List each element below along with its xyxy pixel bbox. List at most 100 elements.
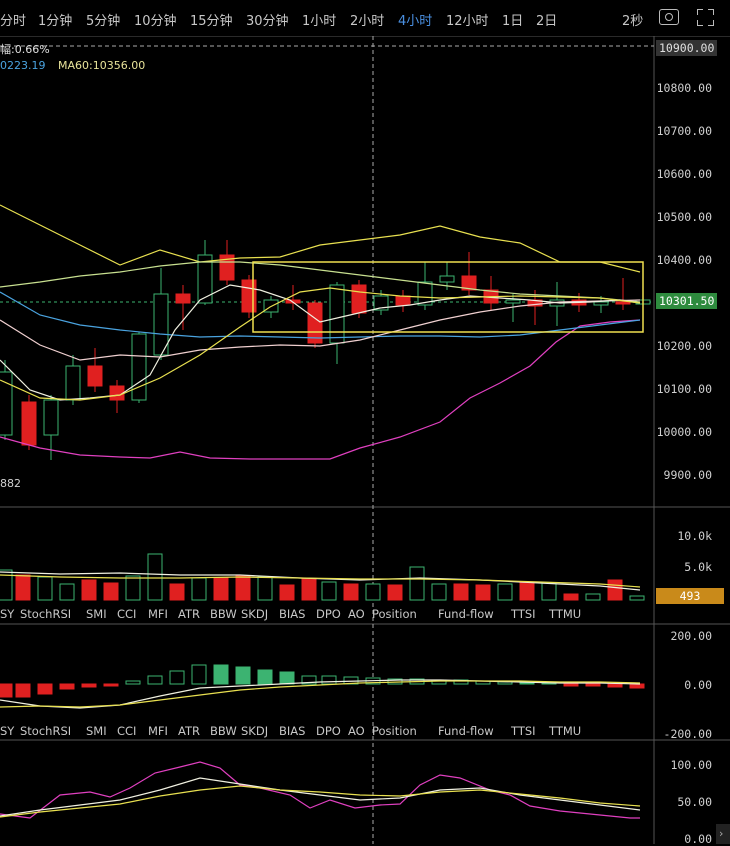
range-box <box>252 261 644 333</box>
current-volume-tag: 493 <box>656 588 724 604</box>
timeframe-tab-7[interactable]: 2小时 <box>350 14 385 29</box>
fullscreen-icon[interactable] <box>697 9 714 26</box>
indicator-tab-smi[interactable]: SMI <box>86 724 107 738</box>
indicator-tab-skdj[interactable]: SKDJ <box>241 607 269 621</box>
volume-bar <box>563 593 579 601</box>
candle-up <box>373 295 389 311</box>
candle-down <box>241 279 257 313</box>
ma60-label: MA60:10356.00 <box>58 59 146 72</box>
indicator-tab-sy[interactable]: SY <box>0 724 15 738</box>
timeframe-tab-4[interactable]: 15分钟 <box>190 14 233 29</box>
timeframe-tab-3[interactable]: 10分钟 <box>134 14 177 29</box>
camera-icon[interactable] <box>659 9 679 25</box>
oscillator-pink-line <box>0 761 640 819</box>
candle-up <box>0 371 13 436</box>
candle-down <box>175 293 191 304</box>
macd-histogram-bar <box>103 683 119 687</box>
indicator-tab-position[interactable]: Position <box>372 607 417 621</box>
macd-histogram-bar <box>0 683 13 698</box>
timeframe-tab-10[interactable]: 1日 <box>502 14 524 29</box>
timeframe-tab-8[interactable]: 4小时 <box>398 14 433 29</box>
osc-label-50: 50.00 <box>677 795 712 809</box>
macd-histogram-bar <box>59 683 75 690</box>
ma-value-label: 0223.19 <box>0 59 46 72</box>
volume-bar <box>629 595 645 601</box>
volume-bar <box>0 569 13 601</box>
candle-up <box>329 284 345 344</box>
timeframe-tab-5[interactable]: 30分钟 <box>246 14 289 29</box>
macd-histogram-bar <box>15 683 31 698</box>
indicator-tab-atr[interactable]: ATR <box>178 724 200 738</box>
candle-up <box>43 399 59 436</box>
volume-bar <box>147 553 163 601</box>
timeframe-tab-11[interactable]: 2日 <box>536 14 558 29</box>
indicator-tab-ttsi[interactable]: TTSI <box>511 724 536 738</box>
volume-ma2-line <box>0 574 641 588</box>
candle-down <box>461 275 477 291</box>
macd-label-200: 200.00 <box>670 629 712 643</box>
price-axis-label: 10000.00 <box>656 425 712 439</box>
indicator-tab-stochrsi[interactable]: StochRSI <box>20 607 72 621</box>
volume-bar <box>497 583 513 601</box>
indicator-tab-skdj[interactable]: SKDJ <box>241 724 269 738</box>
indicator-tab-cci[interactable]: CCI <box>117 607 137 621</box>
macd-histogram-bar <box>629 683 645 689</box>
indicator-tab-dpo[interactable]: DPO <box>316 607 341 621</box>
oscillator-yellow-line <box>0 785 641 818</box>
price-axis-label: 10100.00 <box>656 382 712 396</box>
indicator-tab-bias[interactable]: BIAS <box>279 607 306 621</box>
volume-bar <box>125 575 141 601</box>
indicator-tab-cci[interactable]: CCI <box>117 724 137 738</box>
timeframe-tab-2[interactable]: 5分钟 <box>86 14 121 29</box>
refresh-interval[interactable]: 2秒 <box>622 14 644 29</box>
indicator-tab-ttmu[interactable]: TTMU <box>549 607 582 621</box>
timeframe-tab-1[interactable]: 1分钟 <box>38 14 73 29</box>
candle-up <box>65 365 81 401</box>
timeframe-bar: 分时 1分钟 5分钟 10分钟 15分钟 30分钟 1小时 2小时 4小时 12小时 1日 2日 2秒 <box>0 0 730 37</box>
bollinger-lower-line <box>0 319 641 460</box>
indicator-tab-sy[interactable]: SY <box>0 607 15 621</box>
volume-bar <box>81 579 97 601</box>
indicator-tab-ttsi[interactable]: TTSI <box>511 607 536 621</box>
candle-up <box>505 299 521 304</box>
volume-bar <box>585 593 601 601</box>
volume-bar <box>519 581 535 601</box>
candle-down <box>109 385 125 401</box>
volume-bar <box>431 583 447 601</box>
indicator-tab-smi[interactable]: SMI <box>86 607 107 621</box>
timeframe-tab-6[interactable]: 1小时 <box>302 14 337 29</box>
indicator-tab-ao[interactable]: AO <box>348 607 365 621</box>
price-axis-label: 10700.00 <box>656 124 712 138</box>
price-axis-label: 10500.00 <box>656 210 712 224</box>
volume-bar <box>387 584 403 601</box>
indicator-tab-stochrsi[interactable]: StochRSI <box>20 724 72 738</box>
ma-pink-line <box>0 299 641 361</box>
indicator-tab-bbw[interactable]: BBW <box>210 607 237 621</box>
macd-histogram-bar <box>301 675 317 685</box>
change-label: 幅:0.66% <box>0 43 50 56</box>
macd-label-neg200: -200.00 <box>663 727 712 741</box>
volume-bar <box>365 583 381 601</box>
indicator-tab-fund-flow[interactable]: Fund-flow <box>438 724 494 738</box>
macd-histogram-bar <box>257 669 273 685</box>
indicator-tab-dpo[interactable]: DPO <box>316 724 341 738</box>
indicator-tab-position[interactable]: Position <box>372 724 417 738</box>
timeframe-tab-0[interactable]: 分时 <box>0 14 27 29</box>
indicator-tab-mfi[interactable]: MFI <box>148 724 168 738</box>
scroll-right-button[interactable]: › <box>716 824 730 844</box>
indicator-tab-ttmu[interactable]: TTMU <box>549 724 582 738</box>
indicator-tab-ao[interactable]: AO <box>348 724 365 738</box>
macd-histogram-bar <box>235 666 251 685</box>
volume-bar <box>541 582 557 601</box>
indicator-tab-atr[interactable]: ATR <box>178 607 200 621</box>
volume-bar <box>321 581 337 601</box>
chevron-right-icon: › <box>719 827 724 840</box>
timeframe-tab-9[interactable]: 12小时 <box>446 14 489 29</box>
indicator-tab-bias[interactable]: BIAS <box>279 724 306 738</box>
indicator-tab-bbw[interactable]: BBW <box>210 724 237 738</box>
osc-label-100: 100.00 <box>670 758 712 772</box>
indicator-tab-fund-flow[interactable]: Fund-flow <box>438 607 494 621</box>
indicator-tab-mfi[interactable]: MFI <box>148 607 168 621</box>
volume-bar <box>343 583 359 601</box>
